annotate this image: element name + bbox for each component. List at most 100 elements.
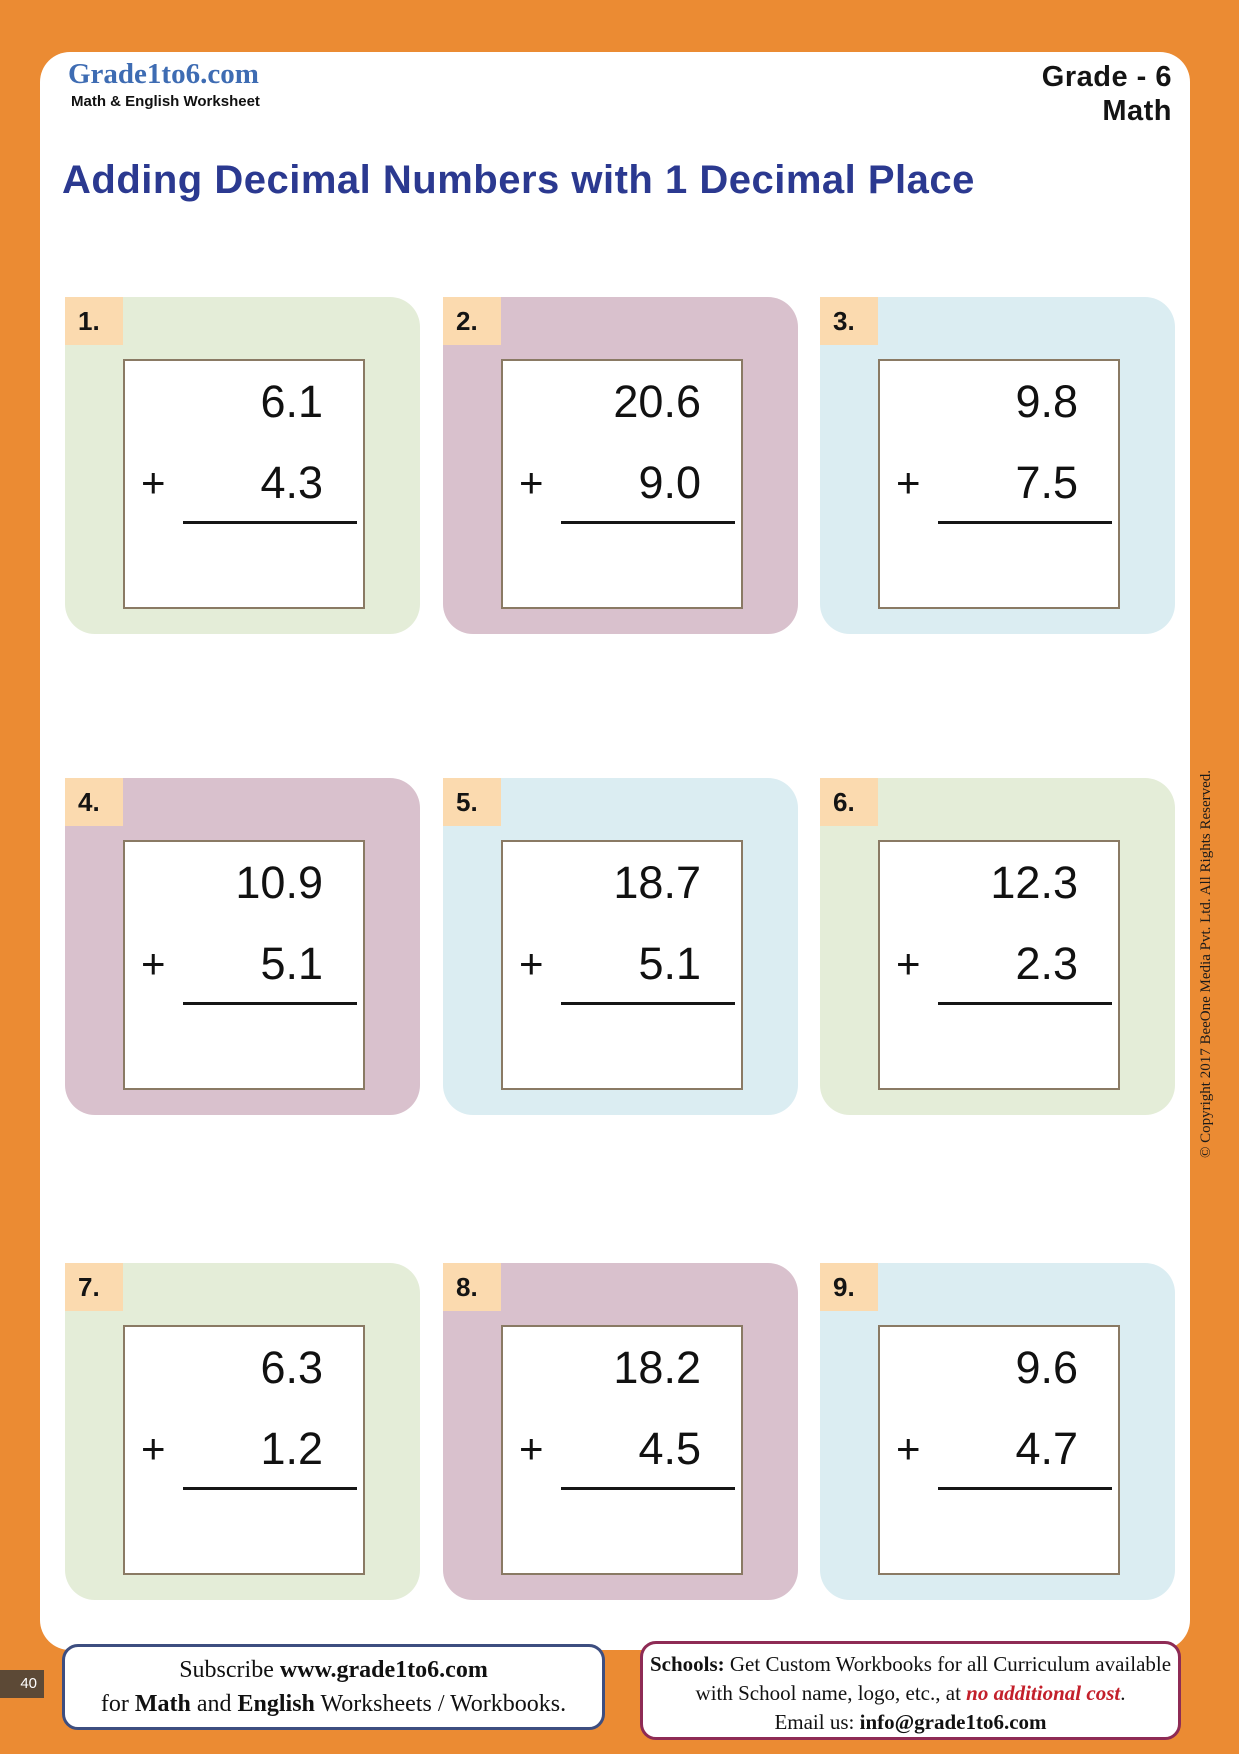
problem-number: 1. [65,297,123,345]
addition-workspace: 6.1 + 4.3 [123,359,365,609]
subscribe-for: for [100,1691,135,1717]
problem-number: 2. [443,297,501,345]
problem-card-6: 6. 12.3 + 2.3 [820,778,1175,1115]
schools-banner: Schools: Get Custom Workbooks for all Cu… [640,1641,1181,1740]
answer-space[interactable] [125,524,363,607]
worksheet-title: Adding Decimal Numbers with 1 Decimal Pl… [62,158,975,202]
problem-number: 7. [65,1263,123,1311]
problems-grid: 1. 6.1 + 4.3 2. 20.6 + 9.0 3. 9.8 [65,297,1175,1600]
answer-space[interactable] [503,524,741,607]
answer-line [561,521,735,524]
schools-line-3: Email us: info@grade1to6.com [643,1708,1178,1737]
subscribe-prefix: Subscribe [179,1657,280,1683]
addend-top: 12.3 [990,857,1078,908]
problem-number: 4. [65,778,123,826]
answer-space[interactable] [503,1005,741,1088]
schools-line1-rest: Get Custom Workbooks for all Curriculum … [724,1652,1172,1676]
addend-bottom: 4.3 [260,457,323,508]
addend-top: 6.3 [260,1342,323,1393]
subscribe-url-link[interactable]: www.grade1to6.com [279,1657,488,1683]
addend-top: 6.1 [260,376,323,427]
plus-operator: + [896,459,921,506]
answer-line [938,1487,1112,1490]
addend-bottom: 5.1 [638,938,701,989]
addend-bottom: 9.0 [638,457,701,508]
addition-workspace: 18.7 + 5.1 [501,840,743,1090]
copyright-vertical: © Copyright 2017 BeeOne Media Pvt. Ltd. … [1198,769,1214,1159]
plus-operator: + [519,940,544,987]
addend-top: 20.6 [613,376,701,427]
problem-card-4: 4. 10.9 + 5.1 [65,778,420,1115]
schools-line2-suffix: . [1120,1681,1126,1705]
subscribe-banner: Subscribe www.grade1to6.com for Math and… [62,1644,605,1730]
answer-line [561,1002,735,1005]
problem-card-9: 9. 9.6 + 4.7 [820,1263,1175,1600]
addend-bottom: 4.7 [1015,1423,1078,1474]
no-additional-cost-highlight: no additional cost [966,1681,1121,1705]
addend-bottom: 1.2 [260,1423,323,1474]
problem-card-2: 2. 20.6 + 9.0 [443,297,798,634]
addition-workspace: 12.3 + 2.3 [878,840,1120,1090]
answer-space[interactable] [880,1005,1118,1088]
addend-bottom: 4.5 [638,1423,701,1474]
addend-bottom: 7.5 [1015,457,1078,508]
plus-operator: + [519,459,544,506]
problem-number: 3. [820,297,878,345]
subscribe-and: and [190,1691,238,1717]
problem-card-7: 7. 6.3 + 1.2 [65,1263,420,1600]
answer-line [183,1002,357,1005]
grade-label: Grade - 6 [1041,61,1172,93]
answer-line [183,1487,357,1490]
answer-line [561,1487,735,1490]
page-number-badge: 40 [0,1670,44,1698]
plus-operator: + [141,1425,166,1472]
problem-number: 9. [820,1263,878,1311]
addend-bottom: 5.1 [260,938,323,989]
addend-top: 10.9 [235,857,323,908]
addition-workspace: 10.9 + 5.1 [123,840,365,1090]
answer-space[interactable] [880,524,1118,607]
subscribe-line-2: for Math and English Worksheets / Workbo… [65,1687,602,1721]
addition-workspace: 9.8 + 7.5 [878,359,1120,609]
schools-line-1: Schools: Get Custom Workbooks for all Cu… [643,1650,1178,1679]
answer-space[interactable] [125,1005,363,1088]
plus-operator: + [141,940,166,987]
plus-operator: + [896,940,921,987]
problem-card-5: 5. 18.7 + 5.1 [443,778,798,1115]
plus-operator: + [519,1425,544,1472]
answer-line [938,1002,1112,1005]
plus-operator: + [896,1425,921,1472]
addition-workspace: 20.6 + 9.0 [501,359,743,609]
answer-space[interactable] [503,1490,741,1573]
subject-label: Math [1102,95,1172,127]
subscribe-math: Math [134,1691,191,1717]
schools-line2-prefix: with School name, logo, etc., at [695,1681,967,1705]
site-logo: Grade1to6.com [68,58,259,90]
subscribe-english: English [237,1691,315,1717]
email-prefix: Email us: [774,1710,860,1734]
addend-top: 9.6 [1015,1342,1078,1393]
answer-space[interactable] [880,1490,1118,1573]
subscribe-suffix: Worksheets / Workbooks. [314,1691,567,1717]
answer-space[interactable] [125,1490,363,1573]
addition-workspace: 18.2 + 4.5 [501,1325,743,1575]
addend-top: 9.8 [1015,376,1078,427]
problem-number: 5. [443,778,501,826]
addition-workspace: 9.6 + 4.7 [878,1325,1120,1575]
problem-card-1: 1. 6.1 + 4.3 [65,297,420,634]
addend-bottom: 2.3 [1015,938,1078,989]
addend-top: 18.7 [613,857,701,908]
plus-operator: + [141,459,166,506]
problem-card-3: 3. 9.8 + 7.5 [820,297,1175,634]
problem-number: 8. [443,1263,501,1311]
schools-label: Schools: [649,1652,725,1676]
brand-block: Grade1to6.com Math & English Worksheet [68,58,260,111]
answer-line [938,521,1112,524]
problem-card-8: 8. 18.2 + 4.5 [443,1263,798,1600]
answer-line [183,521,357,524]
problem-number: 6. [820,778,878,826]
addition-workspace: 6.3 + 1.2 [123,1325,365,1575]
logo-tagline: Math & English Worksheet [71,93,260,110]
contact-email-link[interactable]: info@grade1to6.com [859,1710,1047,1734]
